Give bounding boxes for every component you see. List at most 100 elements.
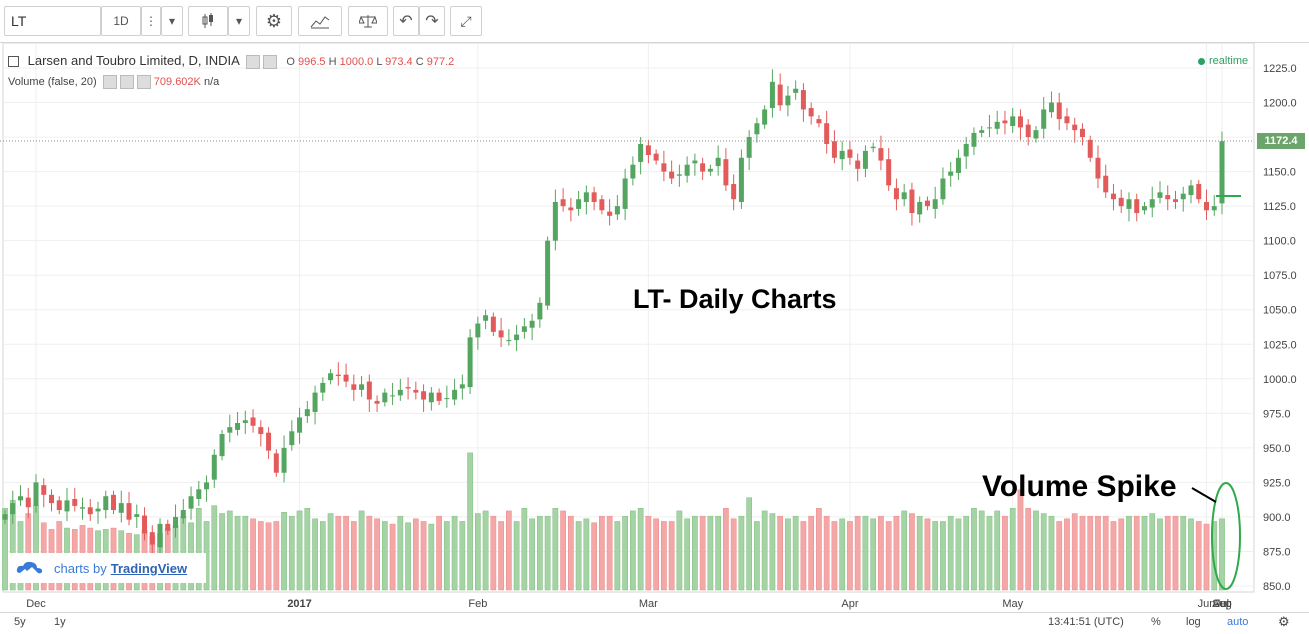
auto-toggle[interactable]: auto: [1227, 616, 1249, 628]
volume-bar: [932, 521, 939, 591]
volume-bar: [1095, 515, 1101, 591]
fullscreen-icon[interactable]: ⤢: [450, 6, 482, 36]
volume-bar: [529, 518, 535, 591]
collapse-icon[interactable]: [8, 56, 19, 68]
candle-body: [235, 423, 241, 430]
candles-icon[interactable]: [188, 6, 228, 36]
candle-body: [971, 132, 977, 147]
candle-body: [1025, 124, 1031, 138]
x-tick-label: Jun: [1198, 598, 1216, 610]
volume-bar: [1172, 515, 1179, 591]
more-icon[interactable]: ⋮: [141, 6, 161, 36]
candle-body: [1033, 130, 1039, 139]
candle-body: [855, 160, 861, 169]
candle-body: [754, 123, 760, 135]
candle-body: [1118, 197, 1124, 207]
indicators-icon[interactable]: [298, 6, 342, 36]
candle-body: [1157, 192, 1163, 198]
candle-body: [196, 489, 202, 499]
candle-body: [204, 482, 210, 490]
volume-bar: [296, 510, 303, 591]
close-small-icon[interactable]: [136, 75, 151, 89]
log-toggle[interactable]: log: [1186, 616, 1201, 628]
realtime-indicator: realtime: [1198, 55, 1248, 67]
volume-bar: [226, 510, 233, 591]
volume-bar: [405, 522, 411, 591]
candle-body: [188, 496, 194, 509]
watermark-brand[interactable]: TradingView: [110, 560, 188, 576]
candle-body: [545, 240, 551, 306]
candle-body: [304, 409, 310, 417]
candle-body: [700, 163, 706, 172]
candle-body: [467, 337, 473, 388]
candle-body: [351, 384, 357, 390]
eye-icon[interactable]: [245, 54, 260, 69]
volume-bar: [1064, 518, 1070, 591]
candle-body: [1165, 195, 1171, 200]
volume-bar: [940, 521, 946, 591]
range-1y-button[interactable]: 1y: [54, 616, 66, 628]
y-tick-label: 1225.0: [1263, 63, 1297, 75]
chevron-down-icon[interactable]: ▾: [161, 6, 183, 36]
candle-body: [1041, 109, 1047, 129]
candle-body: [591, 192, 597, 202]
candle-body: [149, 532, 155, 545]
chart-title-annotation: LT- Daily Charts: [633, 284, 837, 315]
interval-label: 1D: [113, 14, 129, 28]
volume-bar: [622, 515, 628, 591]
candle-body: [638, 143, 644, 162]
gear-icon[interactable]: ⚙: [256, 6, 292, 36]
plot-border: [2, 42, 1255, 593]
range-5y-button[interactable]: 5y: [14, 616, 26, 628]
candle-body: [816, 119, 822, 124]
symbol-input[interactable]: LT: [4, 6, 101, 36]
settings-small-icon[interactable]: [262, 54, 277, 69]
volume-bar: [381, 521, 388, 591]
x-tick-label: Dec: [26, 598, 46, 610]
interval-button[interactable]: 1D: [101, 6, 141, 36]
volume-bar: [343, 515, 349, 591]
undo-icon[interactable]: ↶: [393, 6, 419, 36]
volume-bar: [630, 510, 636, 591]
candle-body: [118, 503, 124, 513]
candle-body: [986, 127, 992, 129]
tradingview-watermark[interactable]: charts by TradingView: [8, 553, 206, 583]
candle-body: [785, 95, 791, 106]
volume-bar: [715, 515, 721, 591]
cloud-logo-icon: [16, 561, 43, 574]
volume-bar: [684, 518, 690, 591]
chart-type-chevron-icon[interactable]: ▾: [228, 6, 250, 36]
percent-toggle[interactable]: %: [1151, 616, 1161, 628]
volume-bar: [2, 508, 8, 591]
high-label: H: [328, 56, 337, 68]
volume-bar: [490, 515, 497, 591]
volume-bar: [653, 518, 659, 591]
volume-bar: [350, 521, 357, 591]
volume-bar: [847, 521, 853, 591]
y-axis: 850.0 875.0 900.0 925.0 950.0 975.0 1000.0 1025…: [1263, 63, 1297, 593]
volume-bar: [893, 515, 900, 591]
eye-icon[interactable]: [102, 75, 117, 89]
gear-icon[interactable]: ⚙: [1278, 614, 1290, 629]
candle-body: [746, 137, 752, 158]
candle-body: [1072, 124, 1078, 131]
candle-body: [281, 447, 287, 473]
volume-bar: [242, 515, 249, 591]
y-tick-label: 1200.0: [1263, 98, 1297, 110]
y-tick-label: 900.0: [1263, 512, 1291, 524]
compare-scale-icon[interactable]: [348, 6, 388, 36]
volume-value: 709.602K: [153, 75, 201, 88]
candle-body: [514, 334, 520, 341]
watermark-prefix: charts by: [54, 560, 107, 576]
volume-bar: [1017, 489, 1024, 591]
redo-icon[interactable]: ↷: [419, 6, 445, 36]
volume-bar: [1048, 515, 1055, 591]
candle-body: [142, 515, 148, 534]
candle-body: [1048, 102, 1054, 113]
volume-bar: [769, 513, 776, 591]
volume-bar: [854, 515, 861, 591]
candle-body: [901, 192, 907, 200]
settings-small-icon[interactable]: [119, 75, 134, 89]
candle-body: [862, 150, 868, 169]
